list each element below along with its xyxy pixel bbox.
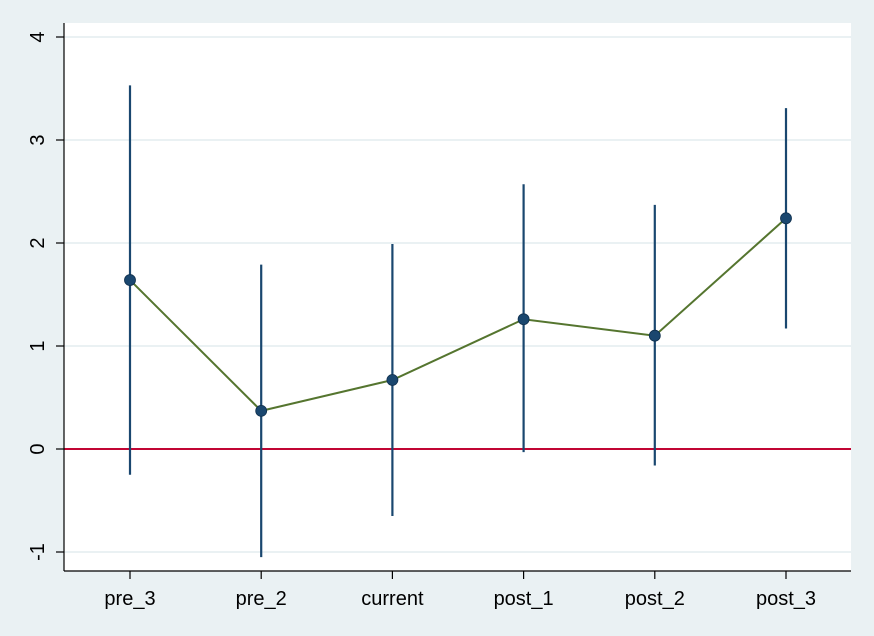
x-tick-label: post_1 xyxy=(494,588,554,610)
y-ticks: -1 0 1 2 3 4 xyxy=(27,31,64,561)
series-line xyxy=(129,217,787,412)
data-point xyxy=(517,313,530,326)
x-tick-label: post_3 xyxy=(756,588,816,610)
y-tick-label: 2 xyxy=(27,237,49,248)
data-point xyxy=(255,404,268,417)
y-tick-label: 1 xyxy=(27,340,49,351)
x-ticks: pre_3 pre_2 current post_1 post_2 post_3 xyxy=(104,571,816,610)
y-tick-label: 0 xyxy=(27,443,49,454)
x-tick-label: current xyxy=(361,588,424,610)
x-tick-label: pre_2 xyxy=(236,588,287,610)
y-tick-label: -1 xyxy=(27,543,49,561)
plot-area xyxy=(64,23,851,571)
data-point xyxy=(648,329,661,342)
y-tick-label: 4 xyxy=(27,31,49,42)
data-point xyxy=(386,374,399,386)
data-point xyxy=(780,212,792,225)
data-point xyxy=(124,274,136,286)
y-tick-label: 3 xyxy=(27,134,49,145)
point-markers xyxy=(124,212,792,417)
x-tick-label: pre_3 xyxy=(104,588,155,610)
x-tick-label: post_2 xyxy=(625,588,685,610)
